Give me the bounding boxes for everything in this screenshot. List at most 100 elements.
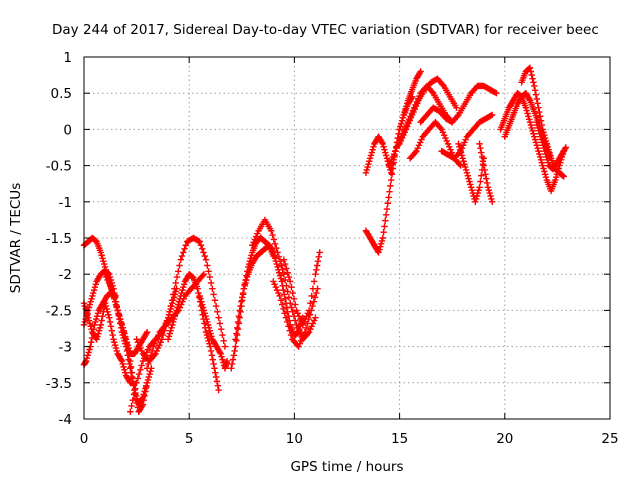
data-point bbox=[278, 278, 285, 285]
data-point bbox=[542, 173, 550, 181]
data-point bbox=[369, 146, 376, 153]
data-point bbox=[178, 289, 185, 297]
data-point bbox=[400, 131, 407, 139]
data-point bbox=[406, 117, 413, 124]
series-arc-22 bbox=[438, 111, 496, 162]
data-point bbox=[85, 349, 92, 356]
data-point bbox=[221, 343, 229, 350]
data-point bbox=[383, 155, 391, 162]
data-point bbox=[213, 378, 221, 385]
data-point bbox=[200, 249, 207, 256]
y-tick-label: -2 bbox=[59, 267, 72, 283]
x-tick-label: 5 bbox=[185, 431, 194, 447]
data-point bbox=[546, 149, 553, 156]
data-point bbox=[293, 307, 300, 314]
data-point bbox=[366, 155, 374, 162]
data-point bbox=[288, 284, 295, 291]
data-point bbox=[180, 281, 188, 288]
data-point bbox=[362, 169, 370, 177]
data-point bbox=[389, 153, 397, 161]
data-point bbox=[208, 352, 216, 359]
data-point bbox=[223, 357, 231, 365]
data-point bbox=[103, 273, 110, 281]
data-point bbox=[220, 337, 227, 345]
y-tick-label: -3.5 bbox=[46, 376, 72, 392]
data-point bbox=[309, 285, 317, 292]
data-point bbox=[398, 134, 406, 142]
data-point bbox=[275, 289, 282, 297]
data-point bbox=[289, 308, 296, 316]
data-point bbox=[176, 262, 183, 269]
data-point bbox=[104, 276, 111, 284]
data-point bbox=[147, 352, 155, 359]
data-point bbox=[166, 308, 173, 316]
data-point bbox=[380, 229, 387, 236]
data-point bbox=[462, 136, 469, 143]
data-point bbox=[157, 339, 164, 346]
data-point bbox=[135, 341, 143, 349]
data-point bbox=[120, 328, 128, 336]
data-point bbox=[142, 388, 149, 395]
data-point bbox=[368, 149, 376, 156]
data-point bbox=[91, 321, 98, 329]
data-point bbox=[196, 292, 203, 300]
data-point bbox=[285, 294, 293, 301]
series-arc-15 bbox=[280, 249, 323, 329]
data-point bbox=[272, 284, 280, 291]
data-point bbox=[180, 284, 187, 291]
y-tick-label: -1 bbox=[59, 195, 72, 211]
marks-layer bbox=[80, 64, 570, 415]
data-point bbox=[108, 285, 115, 292]
data-point bbox=[522, 104, 530, 111]
data-point bbox=[398, 120, 405, 127]
data-point bbox=[491, 89, 499, 96]
data-point bbox=[442, 134, 449, 142]
data-point bbox=[527, 68, 535, 75]
data-point bbox=[390, 150, 398, 158]
data-point bbox=[286, 278, 294, 285]
data-point bbox=[207, 279, 215, 287]
data-point bbox=[387, 159, 394, 166]
data-point bbox=[270, 236, 277, 243]
data-point bbox=[409, 93, 416, 101]
data-point bbox=[299, 334, 306, 342]
data-point bbox=[282, 314, 290, 321]
data-point bbox=[146, 370, 153, 378]
data-point bbox=[93, 315, 100, 323]
data-point bbox=[111, 298, 119, 305]
data-point bbox=[167, 302, 174, 310]
data-point bbox=[462, 166, 470, 174]
data-point bbox=[92, 318, 99, 326]
data-point bbox=[466, 178, 473, 185]
data-point bbox=[113, 347, 121, 355]
data-point bbox=[530, 79, 537, 86]
data-point bbox=[281, 310, 288, 317]
x-tick-label: 15 bbox=[391, 431, 408, 447]
data-point bbox=[105, 311, 112, 318]
data-point bbox=[418, 136, 425, 143]
data-point bbox=[280, 305, 287, 313]
data-point bbox=[536, 113, 544, 120]
data-point bbox=[277, 297, 285, 304]
data-point bbox=[438, 126, 445, 133]
data-point bbox=[531, 82, 538, 90]
data-point bbox=[534, 121, 541, 129]
data-point bbox=[249, 242, 256, 249]
data-point bbox=[488, 195, 495, 203]
data-point bbox=[210, 291, 217, 298]
data-point bbox=[198, 298, 205, 305]
data-point bbox=[205, 268, 212, 275]
data-point bbox=[230, 352, 238, 359]
data-point bbox=[113, 302, 120, 310]
data-point bbox=[150, 343, 157, 350]
data-point bbox=[91, 284, 99, 291]
data-point bbox=[194, 285, 201, 292]
data-point bbox=[144, 346, 152, 353]
data-point bbox=[195, 237, 202, 245]
data-point bbox=[387, 176, 395, 184]
data-point bbox=[286, 327, 293, 334]
data-point bbox=[411, 105, 418, 113]
data-point bbox=[303, 312, 310, 320]
data-point bbox=[284, 288, 291, 295]
